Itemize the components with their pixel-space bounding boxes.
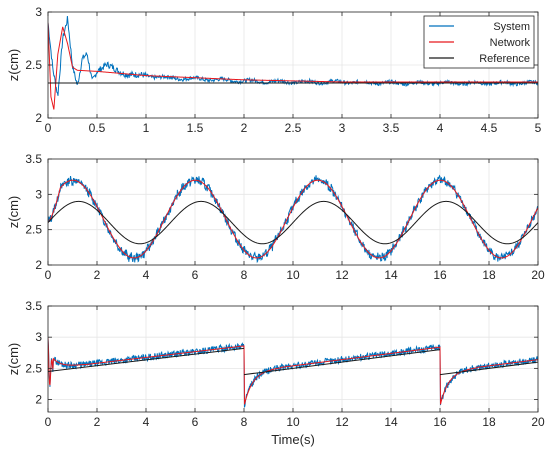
y-tick-label: 2 [35,393,42,407]
y-tick-label: 2.5 [25,223,42,237]
x-tick-label: 18 [482,268,496,282]
y-tick-label: 3 [35,330,42,344]
y-tick-label: 3 [35,5,42,19]
x-tick-label: 2.5 [285,121,302,135]
x-tick-label: 2 [94,268,101,282]
y-axis-label: z(cm) [6,49,21,82]
x-tick-label: 0 [45,268,52,282]
y-tick-label: 2 [35,111,42,125]
x-tick-label: 0 [45,415,52,429]
subplot-1: 0 0.5 1 1.5 2 2.5 3 3.5 4 4.5 5 2 2.5 3 z(cm) System Net… [6,5,542,135]
y-tick-label: 2.5 [25,58,42,72]
x-tick-label: 12 [335,268,349,282]
y-axis-label: z(cm) [6,343,21,376]
x-tick-label: 6 [192,415,199,429]
y-tick-label: 3.5 [25,299,42,313]
y-tick-label: 3.5 [25,152,42,166]
x-tick-label: 4 [143,268,150,282]
x-tick-label: 18 [482,415,496,429]
x-tick-label: 0 [45,121,52,135]
series-network-line [48,337,538,405]
y-axis-label: z(cm) [6,196,21,229]
series-reference-line [243,349,441,376]
x-tick-label: 3.5 [383,121,400,135]
x-tick-label: 2 [241,121,248,135]
series-reference-line [48,200,538,245]
plot-lines [48,174,538,264]
x-tick-label: 4.5 [481,121,498,135]
series-reference-line [439,361,538,376]
plot-lines [48,337,538,408]
series-network-line [48,22,538,110]
x-axis-label: Time(s) [271,432,315,447]
x-tick-label: 10 [286,415,300,429]
legend-label-reference: Reference [479,53,530,65]
series-reference-line [48,347,245,372]
x-tick-label: 14 [384,415,398,429]
x-tick-label: 1.5 [187,121,204,135]
legend-label-system: System [493,21,530,33]
x-tick-label: 20 [531,268,545,282]
x-tick-label: 6 [192,268,199,282]
x-tick-label: 0.5 [89,121,106,135]
x-tick-label: 10 [286,268,300,282]
y-tick-label: 2.5 [25,361,42,375]
series-network-line [48,179,538,259]
x-tick-label: 4 [143,415,150,429]
y-tick-label: 2 [35,258,42,272]
x-tick-label: 2 [94,415,101,429]
x-tick-label: 3 [339,121,346,135]
x-tick-label: 16 [433,415,447,429]
x-tick-label: 5 [535,121,542,135]
y-tick-label: 3 [35,187,42,201]
x-tick-label: 16 [433,268,447,282]
x-tick-label: 12 [335,415,349,429]
series-system-line [48,174,538,264]
plot-lines [48,16,538,110]
x-tick-label: 14 [384,268,398,282]
x-tick-label: 4 [437,121,444,135]
legend-label-network: Network [490,37,531,49]
x-tick-label: 20 [531,415,545,429]
x-tick-label: 8 [241,415,248,429]
x-tick-label: 1 [143,121,150,135]
x-tick-label: 8 [241,268,248,282]
legend: System Network Reference [423,15,535,69]
